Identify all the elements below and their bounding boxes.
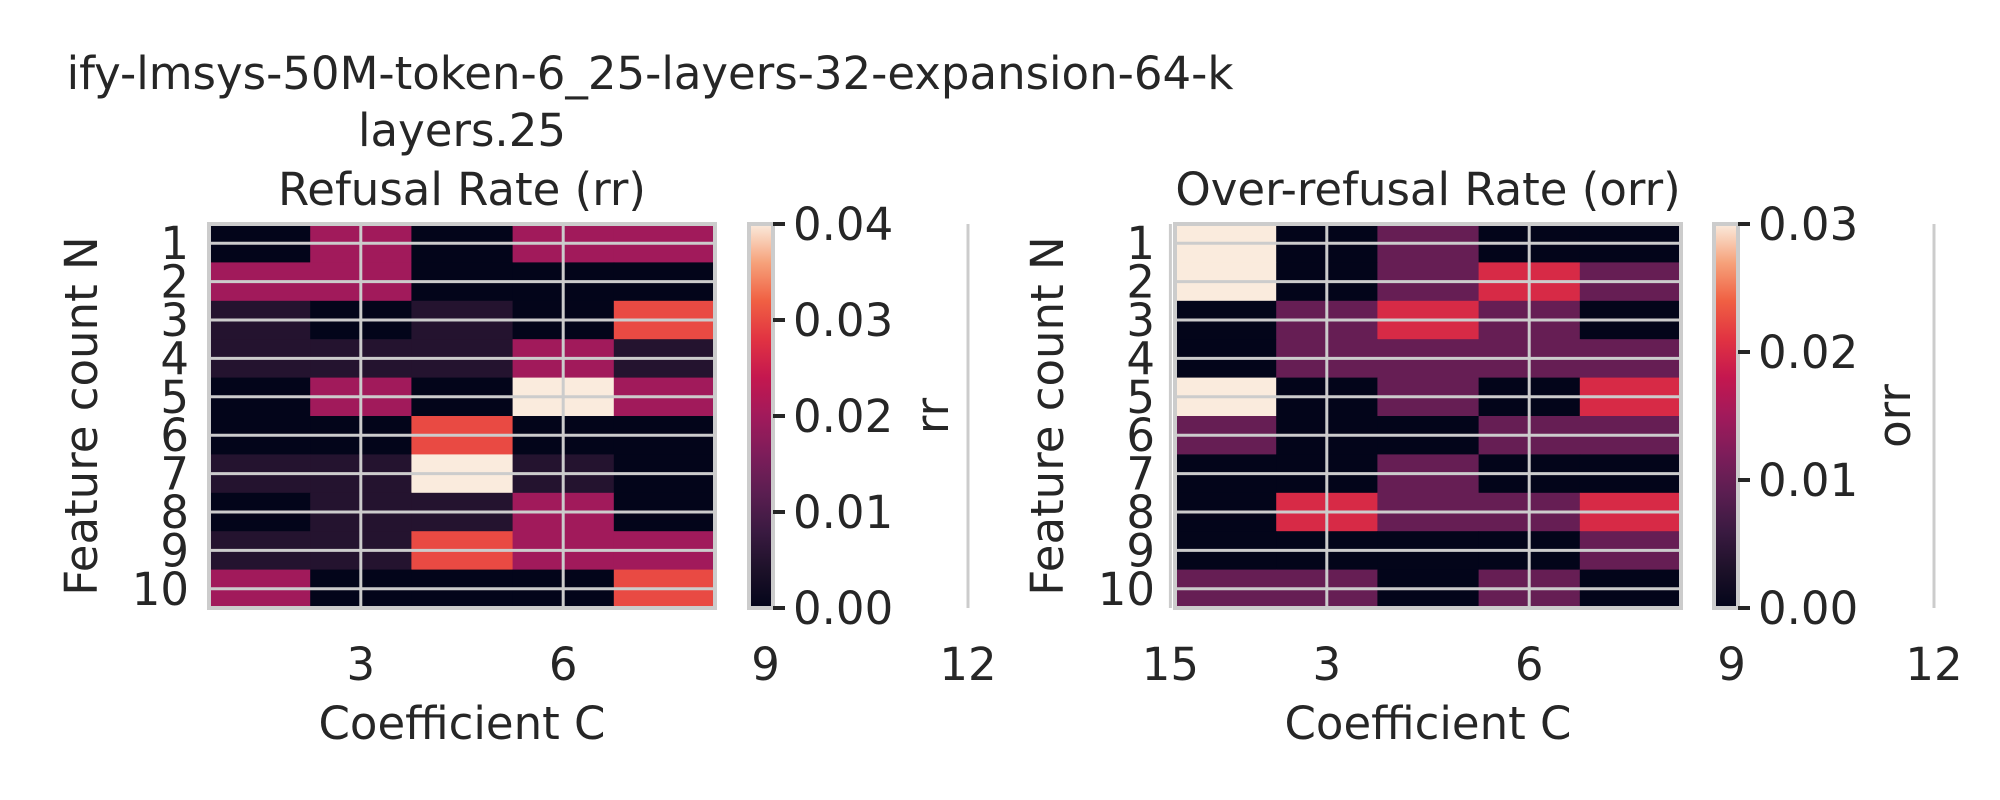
colorbar-tick-label: 0.02 (793, 390, 893, 443)
x-tick-label: 12 (939, 638, 996, 691)
x-tick-label: 9 (751, 638, 780, 691)
y-tick-label: 1 (160, 217, 189, 270)
colorbar-tick-label: 0.01 (1758, 454, 1858, 507)
y-tick-label: 1 (1126, 217, 1155, 270)
y-tick-label: 5 (160, 371, 189, 424)
y-tick-label: 5 (1126, 371, 1155, 424)
x-tick-label: 15 (1142, 638, 1199, 691)
y-tick-label: 3 (160, 294, 189, 347)
y-tick-label: 2 (1126, 256, 1155, 309)
x-tick-label: 9 (1717, 638, 1746, 691)
colorbar-tick-label: 0.01 (793, 486, 893, 539)
colorbar-label: orr (1868, 384, 1921, 448)
y-axis-label: Feature count N (55, 236, 108, 595)
y-tick-label: 4 (1126, 332, 1155, 385)
colorbar-tick-label: 0.00 (1758, 582, 1858, 635)
axes-frame (207, 222, 717, 610)
colorbar-label: rr (906, 397, 959, 434)
colorbar (747, 222, 775, 610)
y-tick-label: 6 (1126, 409, 1155, 462)
x-tick-label: 6 (549, 638, 578, 691)
heatmap-title: Over-refusal Rate (orr) (1175, 163, 1680, 216)
colorbar-tick-label: 0.00 (793, 582, 893, 635)
over-refusal-rate-heatmap-panel: Over-refusal Rate (orr)3691215Coefficien… (1021, 163, 1963, 750)
heatmap-title: Refusal Rate (rr) (278, 163, 646, 216)
y-tick-label: 9 (1126, 524, 1155, 577)
figure-suptitle-line2: layers.25 (358, 104, 566, 157)
y-tick-label: 10 (1098, 563, 1155, 616)
y-tick-label: 7 (160, 448, 189, 501)
colorbar (1712, 222, 1740, 610)
colorbar-tick-label: 0.03 (793, 294, 893, 347)
colorbar-tick-label: 0.03 (1758, 198, 1858, 251)
y-tick-label: 2 (160, 256, 189, 309)
x-tick-label: 12 (1905, 638, 1962, 691)
x-tick-label: 3 (1312, 638, 1341, 691)
axes-frame (1173, 222, 1683, 610)
y-tick-label: 9 (160, 524, 189, 577)
y-tick-label: 4 (160, 332, 189, 385)
figure-suptitle-line1: ify-lmsys-50M-token-6_25-layers-32-expan… (67, 47, 1234, 100)
y-tick-label: 8 (160, 486, 189, 539)
y-tick-label: 8 (1126, 486, 1155, 539)
x-axis-label: Coefficient C (1285, 697, 1572, 750)
x-tick-label: 3 (346, 638, 375, 691)
colorbar-tick-label: 0.04 (793, 198, 893, 251)
x-axis-label: Coefficient C (319, 697, 606, 750)
y-tick-label: 3 (1126, 294, 1155, 347)
y-axis-label: Feature count N (1021, 236, 1074, 595)
colorbar-tick-label: 0.02 (1758, 326, 1858, 379)
x-tick-label: 6 (1515, 638, 1544, 691)
y-tick-label: 6 (160, 409, 189, 462)
y-tick-label: 7 (1126, 448, 1155, 501)
y-tick-label: 10 (132, 563, 189, 616)
